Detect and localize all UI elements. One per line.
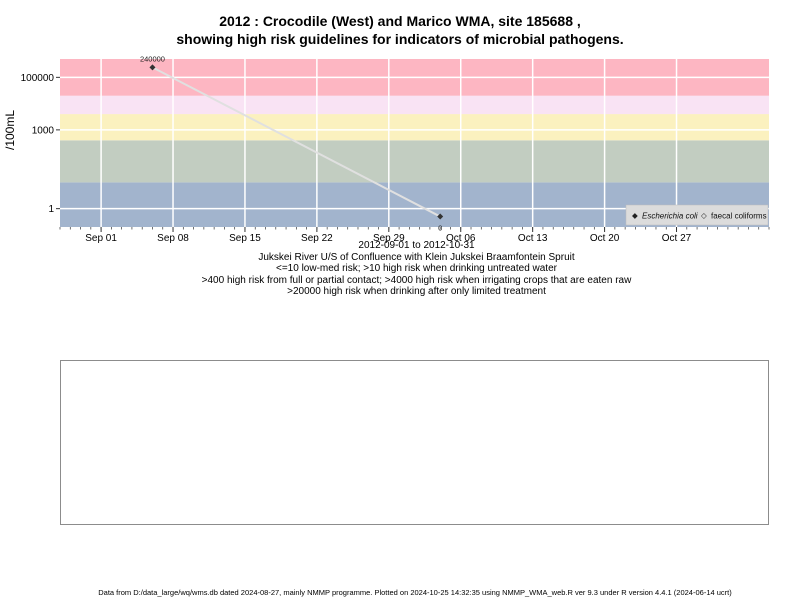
footer-note: Data from D:/data_large/wq/wms.db dated … [98, 588, 732, 597]
legend-marker-1: ◇ [701, 211, 707, 220]
y-tick-label-2: 100000 [21, 73, 55, 84]
legend-box [625, 204, 769, 226]
x-axis: Sep 01 Sep 08 Sep 15 Sep 22 Sep 29 Oct 06 Oct … [59, 227, 770, 244]
x-tick-label-2: Sep 15 [229, 233, 261, 244]
risk-band-1 [60, 140, 769, 183]
risk-band-2 [60, 114, 769, 141]
empty-plot-panel [60, 360, 769, 525]
caption-guideline-1: <=10 low-med risk; >10 high risk when dr… [276, 263, 557, 274]
y-tick-label-1: 1000 [32, 125, 55, 136]
y-axis: 1 1000 100000 [21, 73, 60, 215]
y-axis-label: /100mL [3, 110, 17, 150]
risk-bands [60, 59, 769, 227]
data-point-1 [437, 213, 444, 220]
x-tick-label-8: Oct 27 [662, 233, 692, 244]
x-tick-label-6: Oct 13 [518, 233, 548, 244]
x-tick-label-1: Sep 08 [157, 233, 189, 244]
x-tick-label-7: Oct 20 [590, 233, 620, 244]
chart-caption: 2012-09-01 to 2012-10-31 Jukskei River U… [64, 240, 769, 298]
title-line-2: showing high risk guidelines for indicat… [176, 31, 624, 47]
legend: ◆ Escherichia coli ◇ faecal coliforms [625, 204, 769, 226]
legend-label-0: Escherichia coli [642, 212, 698, 221]
legend-marker-0: ◆ [632, 211, 638, 220]
caption-site: Jukskei River U/S of Confluence with Kle… [258, 251, 575, 263]
caption-date-range: 2012-09-01 to 2012-10-31 [358, 240, 475, 251]
x-tick-label-4: Sep 29 [373, 233, 405, 244]
series-line-0 [152, 66, 441, 218]
data-point-0 [149, 64, 156, 71]
legend-label-1: faecal coliforms [711, 212, 767, 221]
x-tick-label-3: Sep 22 [301, 233, 333, 244]
data-label-0: 240000 [140, 54, 165, 63]
x-tick-label-0: Sep 01 [85, 233, 117, 244]
y-tick-label-0: 1 [48, 204, 54, 215]
series-layer: 240000 0 [140, 54, 444, 233]
caption-guideline-3: >20000 high risk when drinking after onl… [287, 286, 546, 297]
caption-guideline-2: >400 high risk from full or partial cont… [201, 274, 632, 286]
data-label-1: 0 [438, 224, 442, 233]
chart-title: 2012 : Crocodile (West) and Marico WMA, … [0, 12, 800, 48]
grid-lines [60, 59, 769, 227]
x-tick-label-5: Oct 06 [446, 233, 476, 244]
risk-band-3 [60, 95, 769, 115]
title-line-1: 2012 : Crocodile (West) and Marico WMA, … [219, 13, 581, 29]
